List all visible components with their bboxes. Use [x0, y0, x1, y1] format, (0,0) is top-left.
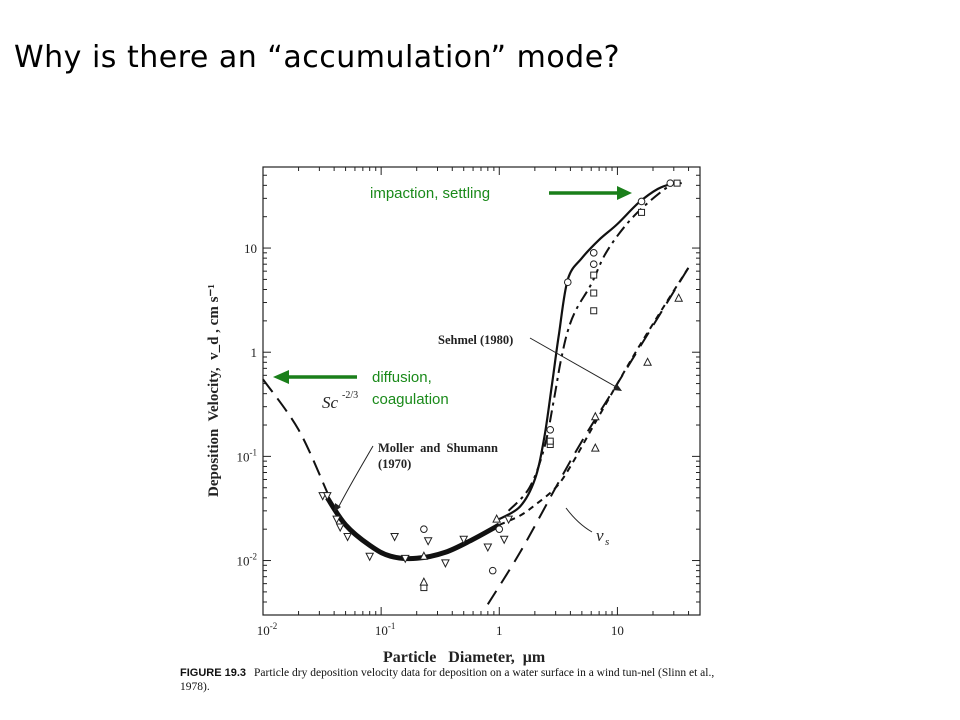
diffusion-arrow [273, 370, 357, 384]
triangle-down-marker [423, 537, 433, 546]
y-tick-label: 10-2 [237, 552, 258, 569]
circle-marker [488, 566, 497, 575]
vs-label-text: v [596, 526, 604, 545]
triangle-up-marker [674, 293, 684, 302]
impaction-arrow-head [617, 186, 632, 200]
triangle-down-marker [400, 554, 410, 564]
vs-leader-line [565, 507, 593, 533]
square-marker [546, 437, 554, 445]
axis-ticks [262, 166, 701, 616]
coagulation-label: coagulation [372, 391, 449, 408]
y-tick-label: 10 [244, 241, 257, 256]
x-tick-label: 10-2 [257, 621, 278, 638]
triangle-down-marker [440, 559, 450, 568]
sehmel-leader-line [529, 337, 619, 389]
vs-label: v s [565, 507, 609, 548]
vs-label-sub: s [605, 536, 609, 548]
curve-dashdot [507, 182, 682, 512]
moller-label-line2: (1970) [378, 457, 411, 471]
triangle-up-marker [419, 577, 429, 586]
impaction-arrow [549, 186, 632, 200]
x-tick-label: 10-1 [375, 621, 396, 638]
curve-solid [498, 182, 675, 521]
circle-marker [546, 425, 555, 434]
triangle-up-marker [590, 411, 600, 421]
triangle-down-marker [365, 552, 375, 562]
square-marker [638, 208, 646, 216]
circle-marker [420, 525, 428, 533]
sc-label: Sc -2/3 [322, 390, 358, 412]
figure-caption-text: Particle dry deposition velocity data fo… [180, 667, 715, 693]
diffusion-arrow-head [273, 370, 289, 384]
data-markers [318, 179, 684, 592]
triangle-down-marker [332, 515, 342, 525]
plot-frame [262, 166, 701, 616]
circle-marker [589, 249, 598, 257]
sehmel-label: Sehmel (1980) [438, 333, 622, 391]
sehmel-leader-arrowhead [613, 384, 622, 391]
circle-marker [666, 179, 675, 187]
triangle-up-marker [590, 443, 600, 452]
square-marker [590, 289, 598, 297]
moller-label-line1: Moller and Shumann [378, 441, 498, 455]
y-axis-label: Deposition Velocity, v_d , cm s⁻¹ [206, 284, 222, 497]
curve-shortdash [498, 266, 690, 526]
triangle-down-marker [390, 533, 400, 542]
sc-label-text: Sc [322, 393, 339, 412]
axis-tick-labels: 10-2 10-1 1 10 10-2 10-1 1 10 [237, 241, 624, 638]
triangle-up-marker [643, 357, 653, 366]
triangle-down-marker [483, 543, 493, 553]
y-tick-label: 1 [251, 345, 258, 360]
x-tick-label: 1 [496, 623, 503, 638]
sc-label-exp: -2/3 [342, 390, 358, 401]
circle-marker [589, 260, 598, 268]
x-tick-label: 10 [611, 623, 624, 638]
square-marker [590, 271, 598, 279]
curve-vsdash [486, 266, 690, 605]
triangle-down-marker [322, 492, 332, 501]
figure-caption: FIGURE 19.3 Particle dry deposition veloc… [180, 666, 740, 694]
moller-leader-line [337, 445, 374, 509]
diffusion-label: diffusion, [372, 369, 432, 386]
square-marker [590, 307, 598, 315]
triangle-down-marker [459, 535, 469, 545]
circle-marker [637, 197, 646, 206]
curve-longdash [262, 378, 329, 493]
square-marker [673, 179, 681, 187]
moller-label: Moller and Shumann (1970) [334, 441, 498, 512]
triangle-down-marker [343, 533, 353, 542]
curve-thick [325, 496, 501, 562]
sehmel-label-text: Sehmel (1980) [438, 333, 513, 347]
impaction-settling-label: impaction, settling [370, 185, 491, 202]
triangle-down-marker [335, 523, 345, 533]
circle-marker [563, 278, 572, 287]
triangle-up-marker [419, 551, 429, 560]
triangle-up-marker [492, 513, 502, 523]
triangle-down-marker [499, 535, 509, 545]
circle-marker [495, 525, 504, 533]
x-axis-label: Particle Diameter, μm [383, 649, 546, 666]
figure-caption-label: FIGURE 19.3 [180, 667, 247, 679]
triangle-down-marker [504, 515, 514, 525]
moller-leader-arrowhead [334, 503, 341, 512]
slide-title: Why is there an “accumulation” mode? [14, 40, 621, 75]
y-tick-label: 10-1 [237, 447, 258, 464]
